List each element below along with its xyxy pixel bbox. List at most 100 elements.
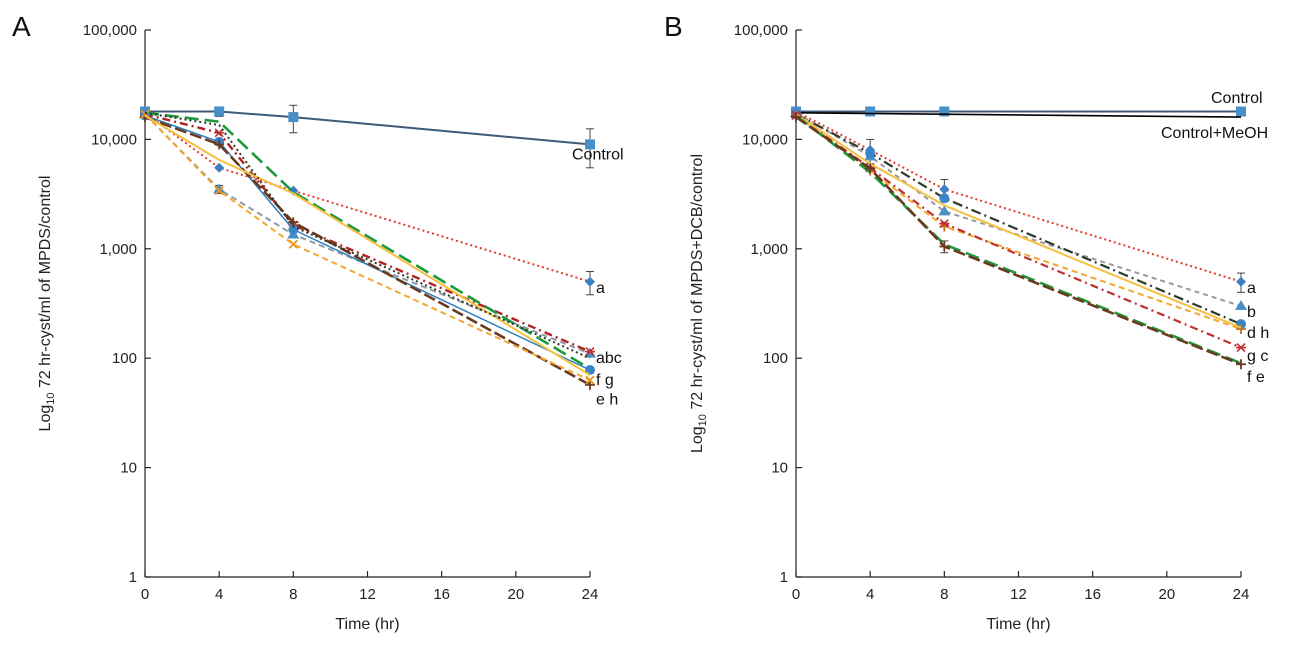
x-tick-label: 4 [866, 586, 874, 603]
y-tick-label: 1,000 [750, 241, 788, 258]
data-point-star [1236, 343, 1246, 353]
y-tick-label: 1,000 [99, 241, 137, 258]
series-end-label: abc [596, 350, 622, 367]
series-c [140, 109, 595, 357]
series-end-label: g c [1247, 348, 1268, 365]
y-tick-label: 10,000 [91, 131, 137, 148]
series-line [795, 116, 1242, 366]
series-end-label: b [1247, 304, 1256, 321]
data-point-square [939, 106, 950, 117]
series-control [140, 104, 595, 169]
data-point-square [585, 139, 595, 150]
series-line [795, 110, 1242, 283]
series-line [795, 114, 1242, 365]
y-axis-title-text: 72 hr-cyst/ml of MPDS/control [37, 176, 54, 393]
data-point-diamond [939, 184, 950, 195]
x-tick-label: 8 [289, 586, 297, 603]
y-axis-title-log: Log [689, 426, 706, 453]
series-line [795, 113, 1242, 329]
series-d [144, 114, 591, 376]
data-point-plus [791, 112, 801, 123]
x-tick-label: 20 [507, 586, 524, 603]
y-tick-label: 100,000 [734, 22, 788, 39]
series-line [795, 111, 1242, 307]
panel-b: B 1 10 100 1,000 10,000 100,000 0 4 8 12 16 20 24 Time… [664, 11, 1269, 633]
series-end-label: Control+MeOH [1161, 125, 1268, 142]
data-point-triangle [1235, 300, 1247, 311]
series-end-label: f g [596, 372, 614, 389]
panel-letter: A [12, 11, 31, 42]
x-axis-title: Time (hr) [335, 616, 399, 633]
series-e [791, 112, 1246, 370]
series-end-label: e h [596, 391, 618, 408]
x-tick-label: 12 [359, 586, 376, 603]
series-h [140, 109, 595, 385]
series-control-meoh [795, 112, 1242, 118]
y-axis-title-subscript: 10 [45, 393, 57, 405]
data-point-plus [1236, 323, 1246, 334]
data-point-plus [214, 139, 225, 150]
series-line [144, 114, 591, 371]
data-point-diamond [585, 276, 595, 287]
series-f [144, 111, 591, 370]
data-point-plus [1236, 359, 1246, 370]
data-point-circle [865, 148, 876, 159]
series-b [139, 108, 596, 358]
series-c [795, 113, 1242, 329]
y-tick-label: 10 [771, 460, 788, 477]
data-point-triangle [938, 205, 951, 216]
data-point-circle [939, 193, 950, 204]
x-tick-label: 8 [940, 586, 948, 603]
y-axis-title-text: 72 hr-cyst/ml of MPDS+DCB/control [689, 154, 706, 414]
data-point-x [214, 186, 224, 196]
series-end-label: Control [572, 146, 624, 163]
y-axis-title-subscript: 10 [697, 414, 709, 426]
series-g [791, 111, 1246, 353]
data-point-plus [939, 241, 950, 252]
x-axis-title: Time (hr) [986, 616, 1050, 633]
x-tick-label: 24 [1233, 586, 1250, 603]
x-tick-label: 0 [141, 586, 149, 603]
x-tick-label: 20 [1158, 586, 1175, 603]
data-point-triangle [213, 183, 226, 194]
y-tick-label: 10,000 [742, 131, 788, 148]
series-line [144, 114, 591, 376]
data-point-star [939, 219, 950, 229]
data-point-x [585, 375, 595, 385]
series-line [795, 113, 1242, 326]
y-axis-title: Log10 72 hr-cyst/ml of MPDS/control [37, 176, 57, 432]
x-tick-label: 4 [215, 586, 223, 603]
x-tick-label: 16 [433, 586, 450, 603]
x-tick-label: 24 [582, 586, 599, 603]
series-line [144, 113, 591, 382]
data-point-diamond [1236, 276, 1246, 287]
y-tick-label: 10 [120, 460, 137, 477]
series-line [144, 111, 591, 370]
series-end-label: f e [1247, 369, 1265, 386]
data-point-plus [585, 379, 595, 390]
y-axis-title: Log10 72 hr-cyst/ml of MPDS+DCB/control [689, 154, 709, 453]
x-tick-label: 12 [1010, 586, 1027, 603]
series-f [795, 114, 1242, 365]
series-end-label: a [596, 280, 605, 297]
series-line [795, 114, 1242, 349]
panel-letter: B [664, 11, 683, 42]
series-line [144, 111, 591, 283]
x-tick-label: 0 [792, 586, 800, 603]
data-point-circle [288, 224, 299, 235]
y-tick-label: 100 [112, 350, 137, 367]
series-line [795, 112, 1242, 118]
panel-a: A 1 10 100 1,000 10,000 100,000 0 4 8 12 16 20 24 Time… [12, 11, 624, 633]
series-a [140, 107, 595, 296]
data-point-plus [865, 163, 876, 174]
series-line [144, 113, 591, 355]
data-point-square [214, 106, 225, 117]
series-d [791, 109, 1246, 330]
data-point-diamond [214, 162, 225, 173]
series-end-label: a [1247, 280, 1256, 297]
data-point-square [1236, 106, 1246, 117]
y-tick-label: 1 [780, 569, 788, 586]
series-line [795, 114, 1242, 330]
series-end-label: Control [1211, 90, 1263, 107]
